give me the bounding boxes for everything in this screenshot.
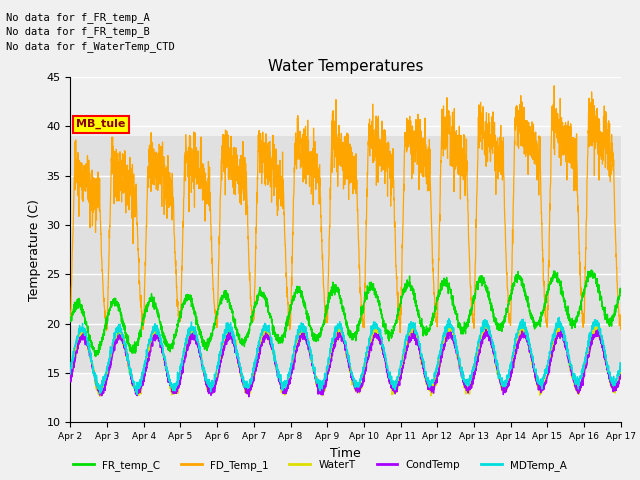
CondTemp — [129, 380, 137, 385]
WaterT — [547, 354, 555, 360]
CondTemp — [617, 372, 625, 378]
FR_temp_C — [67, 314, 74, 320]
FR_temp_C — [588, 267, 595, 273]
Line: FD_Temp_1: FD_Temp_1 — [70, 86, 621, 333]
FD_Temp_1 — [396, 330, 404, 336]
FD_Temp_1 — [607, 179, 614, 184]
WaterT — [301, 337, 309, 343]
FD_Temp_1 — [278, 187, 285, 192]
CondTemp — [245, 394, 253, 400]
CondTemp — [547, 357, 555, 362]
FR_temp_C — [92, 354, 100, 360]
MDTemp_A — [556, 314, 563, 320]
FR_temp_C — [607, 318, 614, 324]
Line: CondTemp: CondTemp — [70, 329, 621, 397]
Text: MB_tule: MB_tule — [76, 119, 125, 129]
Line: MDTemp_A: MDTemp_A — [70, 317, 621, 395]
FD_Temp_1 — [129, 202, 137, 207]
FD_Temp_1 — [550, 83, 558, 89]
MDTemp_A — [607, 378, 614, 384]
Text: No data for f_FR_temp_A: No data for f_FR_temp_A — [6, 12, 150, 23]
FD_Temp_1 — [162, 195, 170, 201]
MDTemp_A — [301, 326, 309, 332]
WaterT — [591, 322, 598, 327]
FD_Temp_1 — [301, 134, 309, 140]
Line: FR_temp_C: FR_temp_C — [70, 270, 621, 357]
CondTemp — [607, 378, 614, 384]
FR_temp_C — [162, 336, 170, 342]
X-axis label: Time: Time — [330, 447, 361, 460]
CondTemp — [301, 336, 309, 341]
WaterT — [67, 377, 74, 383]
Y-axis label: Temperature (C): Temperature (C) — [28, 199, 41, 300]
CondTemp — [67, 377, 74, 383]
MDTemp_A — [67, 371, 74, 377]
Text: No data for f_WaterTemp_CTD: No data for f_WaterTemp_CTD — [6, 41, 175, 52]
Text: No data for f_FR_temp_B: No data for f_FR_temp_B — [6, 26, 150, 37]
FR_temp_C — [301, 302, 309, 308]
CondTemp — [482, 326, 490, 332]
WaterT — [162, 366, 170, 372]
WaterT — [129, 379, 137, 385]
FR_temp_C — [278, 336, 285, 342]
FD_Temp_1 — [67, 312, 74, 318]
FR_temp_C — [547, 275, 555, 281]
FD_Temp_1 — [547, 165, 555, 171]
WaterT — [96, 394, 104, 399]
MDTemp_A — [129, 378, 137, 384]
WaterT — [617, 370, 625, 376]
Legend: FR_temp_C, FD_Temp_1, WaterT, CondTemp, MDTemp_A: FR_temp_C, FD_Temp_1, WaterT, CondTemp, … — [68, 456, 572, 475]
FR_temp_C — [617, 286, 625, 291]
Title: Water Temperatures: Water Temperatures — [268, 59, 423, 74]
Line: WaterT: WaterT — [70, 324, 621, 396]
FR_temp_C — [129, 348, 137, 354]
WaterT — [278, 384, 285, 390]
CondTemp — [278, 386, 285, 392]
MDTemp_A — [617, 362, 625, 368]
MDTemp_A — [547, 346, 555, 351]
WaterT — [607, 378, 614, 384]
MDTemp_A — [162, 366, 170, 372]
Bar — [70, 136, 621, 373]
MDTemp_A — [133, 392, 141, 397]
CondTemp — [162, 364, 170, 370]
MDTemp_A — [278, 384, 285, 390]
FD_Temp_1 — [617, 312, 625, 317]
